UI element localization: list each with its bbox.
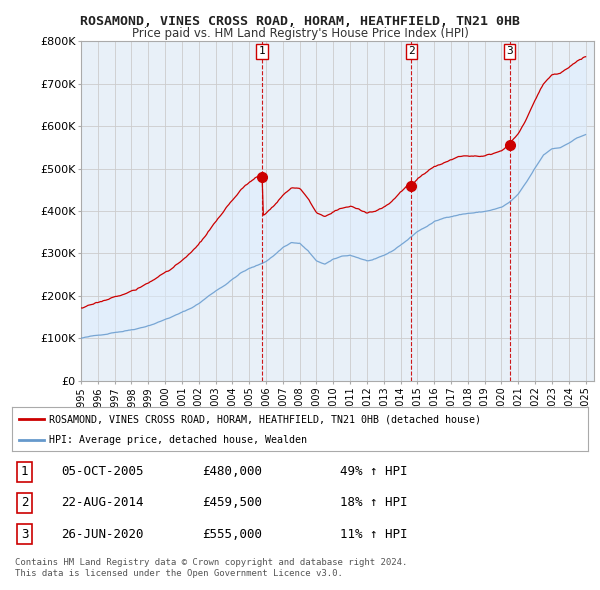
Text: 26-JUN-2020: 26-JUN-2020 [61, 527, 143, 540]
Text: ROSAMOND, VINES CROSS ROAD, HORAM, HEATHFIELD, TN21 0HB (detached house): ROSAMOND, VINES CROSS ROAD, HORAM, HEATH… [49, 415, 481, 424]
Text: 18% ↑ HPI: 18% ↑ HPI [340, 496, 408, 510]
Text: £459,500: £459,500 [202, 496, 262, 510]
Text: ROSAMOND, VINES CROSS ROAD, HORAM, HEATHFIELD, TN21 0HB: ROSAMOND, VINES CROSS ROAD, HORAM, HEATH… [80, 15, 520, 28]
Text: 49% ↑ HPI: 49% ↑ HPI [340, 466, 408, 478]
Text: 1: 1 [259, 47, 265, 57]
Text: Price paid vs. HM Land Registry's House Price Index (HPI): Price paid vs. HM Land Registry's House … [131, 27, 469, 40]
Text: 3: 3 [21, 527, 28, 540]
Text: £480,000: £480,000 [202, 466, 262, 478]
Text: £555,000: £555,000 [202, 527, 262, 540]
Text: 3: 3 [506, 47, 513, 57]
Text: Contains HM Land Registry data © Crown copyright and database right 2024.: Contains HM Land Registry data © Crown c… [15, 558, 407, 566]
Text: 22-AUG-2014: 22-AUG-2014 [61, 496, 143, 510]
Text: 05-OCT-2005: 05-OCT-2005 [61, 466, 143, 478]
Text: 2: 2 [408, 47, 415, 57]
Text: This data is licensed under the Open Government Licence v3.0.: This data is licensed under the Open Gov… [15, 569, 343, 578]
Text: 11% ↑ HPI: 11% ↑ HPI [340, 527, 408, 540]
Text: 1: 1 [21, 466, 28, 478]
Text: HPI: Average price, detached house, Wealden: HPI: Average price, detached house, Weal… [49, 435, 307, 445]
Text: 2: 2 [21, 496, 28, 510]
